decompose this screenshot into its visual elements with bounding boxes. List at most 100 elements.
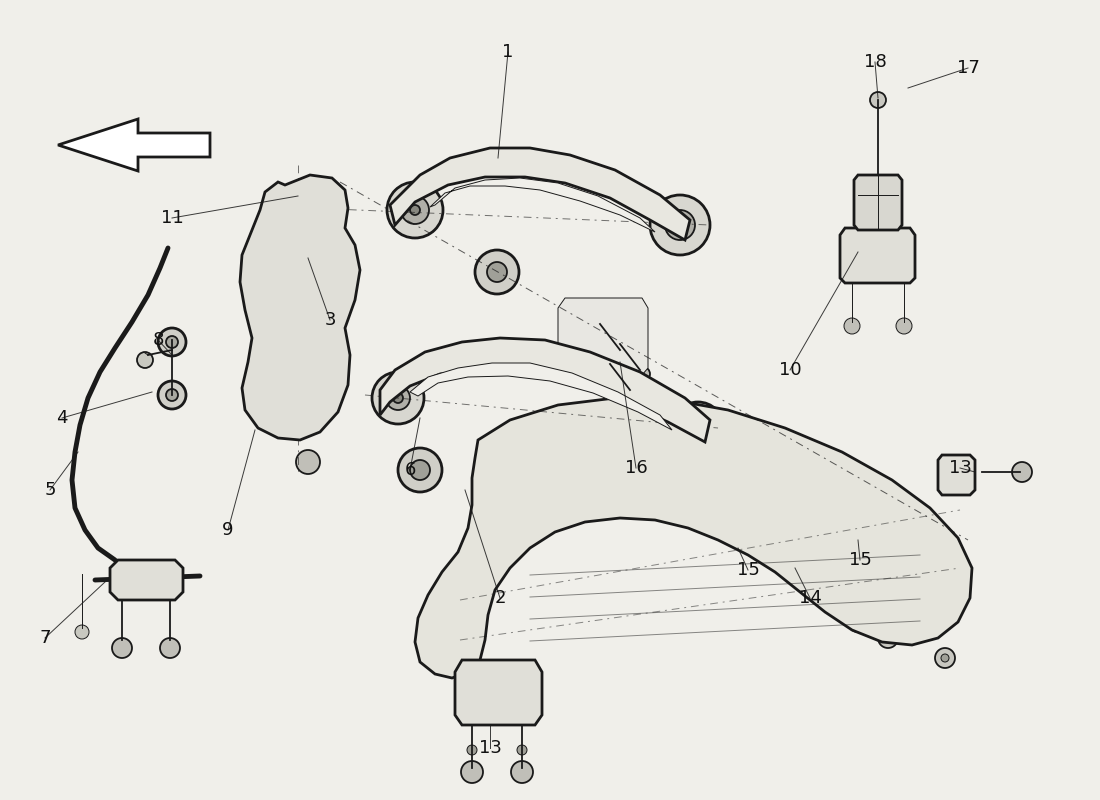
- Circle shape: [674, 219, 686, 231]
- Circle shape: [297, 187, 333, 223]
- Text: 15: 15: [848, 551, 871, 569]
- Circle shape: [728, 510, 748, 530]
- Circle shape: [296, 450, 320, 474]
- Circle shape: [668, 498, 688, 518]
- Polygon shape: [430, 178, 654, 232]
- Polygon shape: [110, 560, 183, 600]
- Circle shape: [166, 336, 178, 348]
- Circle shape: [666, 210, 695, 240]
- Circle shape: [506, 531, 514, 539]
- Circle shape: [636, 367, 650, 381]
- Circle shape: [112, 638, 132, 658]
- Circle shape: [461, 761, 483, 783]
- Text: 14: 14: [799, 589, 822, 607]
- Polygon shape: [390, 148, 690, 240]
- Polygon shape: [840, 228, 915, 283]
- Circle shape: [550, 505, 570, 525]
- Circle shape: [886, 245, 905, 265]
- Circle shape: [650, 195, 710, 255]
- Circle shape: [487, 262, 507, 282]
- Circle shape: [475, 250, 519, 294]
- Polygon shape: [379, 338, 710, 442]
- Circle shape: [450, 648, 470, 668]
- Circle shape: [896, 318, 912, 334]
- Circle shape: [286, 236, 330, 280]
- Circle shape: [594, 318, 602, 326]
- Text: 11: 11: [161, 209, 184, 227]
- Circle shape: [500, 525, 520, 545]
- Text: 3: 3: [324, 311, 336, 329]
- Circle shape: [517, 745, 527, 755]
- Circle shape: [1012, 462, 1032, 482]
- Circle shape: [267, 397, 303, 433]
- Text: 16: 16: [625, 459, 648, 477]
- Circle shape: [894, 594, 902, 602]
- Text: 4: 4: [56, 409, 68, 427]
- Circle shape: [850, 245, 870, 265]
- Circle shape: [609, 333, 627, 351]
- Circle shape: [604, 358, 612, 366]
- Circle shape: [307, 197, 323, 213]
- Circle shape: [158, 328, 186, 356]
- Circle shape: [158, 381, 186, 409]
- Circle shape: [410, 460, 430, 480]
- Circle shape: [484, 578, 492, 586]
- Circle shape: [686, 416, 710, 440]
- Text: 6: 6: [405, 461, 416, 479]
- Text: 8: 8: [152, 331, 164, 349]
- Circle shape: [478, 572, 498, 592]
- Circle shape: [393, 393, 403, 403]
- Polygon shape: [240, 175, 360, 440]
- Text: 9: 9: [222, 521, 233, 539]
- Text: 1: 1: [503, 43, 514, 61]
- Circle shape: [616, 347, 630, 361]
- Circle shape: [888, 588, 907, 608]
- Circle shape: [870, 92, 886, 108]
- Text: 13: 13: [478, 739, 502, 757]
- Text: 15: 15: [737, 561, 759, 579]
- Circle shape: [286, 333, 310, 357]
- Circle shape: [935, 648, 955, 668]
- Circle shape: [386, 386, 410, 410]
- Circle shape: [846, 564, 854, 572]
- Circle shape: [402, 196, 429, 224]
- Circle shape: [410, 205, 420, 215]
- Circle shape: [878, 628, 898, 648]
- Circle shape: [854, 618, 862, 626]
- Circle shape: [398, 448, 442, 492]
- Circle shape: [600, 353, 617, 371]
- Circle shape: [512, 761, 534, 783]
- Circle shape: [456, 654, 464, 662]
- Text: 18: 18: [864, 53, 887, 71]
- Circle shape: [387, 182, 443, 238]
- Circle shape: [672, 402, 724, 454]
- Circle shape: [884, 634, 892, 642]
- Circle shape: [791, 536, 799, 544]
- Text: 2: 2: [494, 589, 506, 607]
- Circle shape: [468, 745, 477, 755]
- Circle shape: [940, 654, 949, 662]
- Circle shape: [734, 516, 742, 524]
- Circle shape: [840, 558, 860, 578]
- Circle shape: [138, 352, 153, 368]
- Circle shape: [166, 389, 178, 401]
- Circle shape: [848, 612, 868, 632]
- Circle shape: [614, 338, 622, 346]
- Text: 7: 7: [40, 629, 51, 647]
- Circle shape: [588, 313, 607, 331]
- Polygon shape: [854, 175, 902, 230]
- Circle shape: [272, 319, 324, 371]
- Polygon shape: [455, 660, 542, 725]
- Circle shape: [298, 248, 318, 268]
- Circle shape: [160, 638, 180, 658]
- Polygon shape: [410, 363, 672, 430]
- Circle shape: [844, 318, 860, 334]
- Circle shape: [75, 625, 89, 639]
- Text: 5: 5: [44, 481, 56, 499]
- Circle shape: [372, 372, 424, 424]
- Circle shape: [626, 387, 640, 401]
- Text: 10: 10: [779, 361, 801, 379]
- Polygon shape: [938, 455, 975, 495]
- Circle shape: [468, 616, 476, 624]
- Circle shape: [926, 624, 934, 632]
